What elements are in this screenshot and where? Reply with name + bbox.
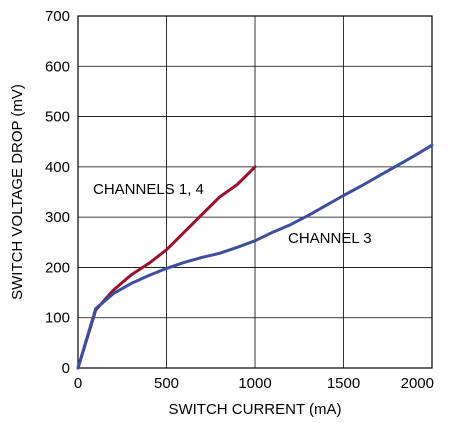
y-tick-label: 0 (62, 360, 70, 377)
series-label-channels-1-4: CHANNELS 1, 4 (93, 181, 204, 198)
x-tick-labels: 0 500 1000 1500 2000 (74, 375, 434, 392)
y-tick-label: 500 (45, 109, 70, 126)
y-tick-label: 100 (45, 310, 70, 327)
y-tick-label: 700 (45, 8, 70, 25)
y-tick-label: 200 (45, 259, 70, 276)
y-tick-label: 400 (45, 159, 70, 176)
x-tick-label: 1500 (327, 375, 360, 392)
x-tick-label: 500 (154, 375, 179, 392)
y-axis-label: SWITCH VOLTAGE DROP (mV) (9, 84, 26, 300)
series-line-channel-3 (76, 143, 434, 370)
y-tick-label: 600 (45, 58, 70, 75)
series-label-channel-3: CHANNEL 3 (288, 230, 372, 247)
x-tick-label: 2000 (401, 375, 434, 392)
x-axis-label: SWITCH CURRENT (mA) (168, 401, 341, 418)
series-group (76, 143, 434, 370)
y-tick-labels: 0 100 200 300 400 500 600 700 (45, 8, 70, 377)
x-tick-label: 0 (74, 375, 82, 392)
x-tick-label: 1000 (238, 375, 271, 392)
y-tick-label: 300 (45, 209, 70, 226)
plot-frame (77, 15, 433, 369)
